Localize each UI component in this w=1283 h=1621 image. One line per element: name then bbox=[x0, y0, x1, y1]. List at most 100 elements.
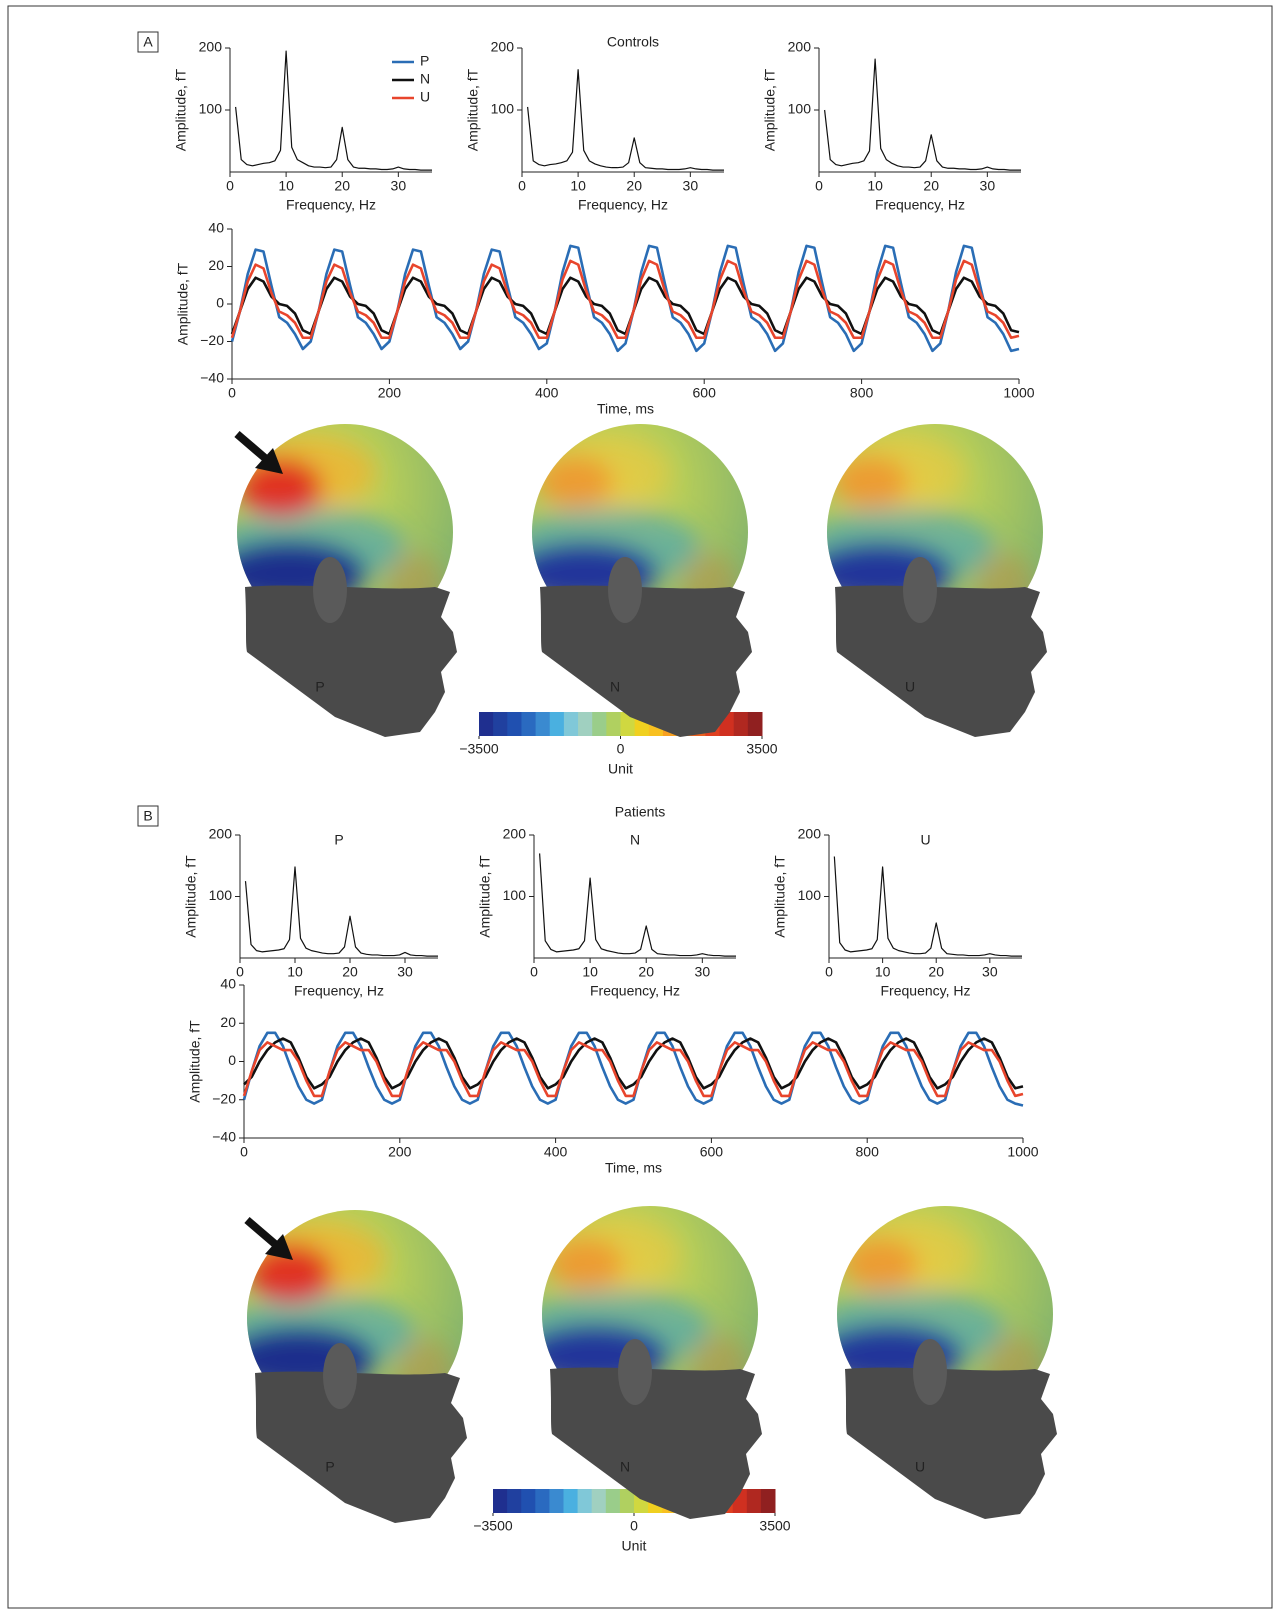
x-tick-label: 20 bbox=[923, 178, 939, 194]
head-map bbox=[510, 424, 752, 737]
x-tick-label: 1000 bbox=[1003, 385, 1034, 401]
x-tick-label: 1000 bbox=[1007, 1144, 1038, 1160]
x-tick-label: 0 bbox=[825, 964, 833, 980]
y-tick-label: 100 bbox=[209, 887, 233, 903]
color-step bbox=[760, 1489, 776, 1513]
x-tick-label: 10 bbox=[867, 178, 883, 194]
head-surface bbox=[520, 1206, 762, 1519]
head-surface bbox=[805, 424, 1047, 737]
x-tick-label: 30 bbox=[982, 964, 998, 980]
x-axis-label: Unit bbox=[608, 761, 633, 777]
x-tick-label: 800 bbox=[850, 385, 874, 401]
x-axis-label: Time, ms bbox=[597, 401, 654, 417]
head-surface bbox=[510, 424, 752, 737]
x-tick-label: 20 bbox=[334, 178, 350, 194]
head-label: P bbox=[325, 1459, 334, 1475]
head-surface bbox=[815, 1206, 1057, 1519]
x-tick-label: 3500 bbox=[746, 741, 777, 757]
x-tick-label: 0 bbox=[617, 741, 625, 757]
x-tick-label: 30 bbox=[391, 178, 407, 194]
x-tick-label: 20 bbox=[342, 964, 358, 980]
color-step bbox=[549, 1489, 564, 1513]
y-tick-label: 0 bbox=[216, 295, 224, 311]
frame bbox=[7, 5, 1273, 1609]
y-tick-label: 100 bbox=[798, 887, 822, 903]
y-tick-label: 20 bbox=[208, 257, 224, 273]
x-axis-label: Frequency, Hz bbox=[286, 197, 376, 213]
chart-title: P bbox=[334, 832, 343, 848]
panel-title: Controls bbox=[607, 34, 659, 50]
x-tick-label: 0 bbox=[240, 1144, 248, 1160]
y-axis-label: Amplitude, fT bbox=[465, 68, 481, 151]
x-axis-label: Time, ms bbox=[605, 1160, 662, 1176]
color-step bbox=[535, 1489, 550, 1513]
head-label: N bbox=[620, 1459, 630, 1475]
series-line bbox=[539, 853, 736, 957]
head-map bbox=[225, 1210, 467, 1523]
y-tick-label: 200 bbox=[199, 39, 223, 55]
x-tick-label: 0 bbox=[815, 178, 823, 194]
y-axis-label: Amplitude, fT bbox=[183, 855, 199, 938]
x-tick-label: 10 bbox=[875, 964, 891, 980]
x-tick-label: −3500 bbox=[473, 1518, 513, 1534]
y-tick-label: 100 bbox=[491, 101, 515, 117]
legend-label: U bbox=[420, 89, 430, 105]
x-tick-label: 30 bbox=[695, 964, 711, 980]
y-axis-label: Amplitude, fT bbox=[762, 68, 778, 151]
y-tick-label: −20 bbox=[200, 332, 224, 348]
color-step bbox=[606, 712, 621, 736]
x-axis-label: Frequency, Hz bbox=[875, 197, 965, 213]
y-tick-label: 200 bbox=[209, 826, 233, 842]
chart-title: U bbox=[920, 832, 930, 848]
y-tick-label: 100 bbox=[788, 101, 812, 117]
series-line bbox=[230, 244, 1020, 353]
y-axis-label: Amplitude, fT bbox=[187, 1020, 203, 1103]
x-tick-label: 0 bbox=[228, 385, 236, 401]
color-step bbox=[563, 1489, 579, 1513]
x-tick-label: −3500 bbox=[459, 741, 499, 757]
y-tick-label: −20 bbox=[212, 1090, 236, 1106]
chart-title: N bbox=[630, 832, 640, 848]
x-tick-label: 30 bbox=[397, 964, 413, 980]
series-line bbox=[235, 50, 432, 171]
head-map bbox=[815, 1206, 1057, 1519]
x-axis-label: Frequency, Hz bbox=[881, 983, 971, 999]
x-tick-label: 200 bbox=[388, 1144, 412, 1160]
color-step bbox=[619, 1489, 635, 1513]
series-line bbox=[243, 1037, 1024, 1090]
color-step bbox=[592, 712, 607, 736]
x-axis-label: Frequency, Hz bbox=[578, 197, 668, 213]
y-tick-label: 40 bbox=[220, 976, 236, 992]
color-step bbox=[746, 1489, 762, 1513]
color-step bbox=[507, 712, 522, 736]
y-tick-label: −40 bbox=[212, 1129, 236, 1145]
series-line bbox=[244, 866, 438, 957]
series-line bbox=[527, 69, 724, 171]
panel-title: Patients bbox=[615, 804, 666, 820]
x-tick-label: 30 bbox=[683, 178, 699, 194]
x-tick-label: 0 bbox=[530, 964, 538, 980]
x-axis-label: Frequency, Hz bbox=[294, 983, 384, 999]
y-tick-label: 200 bbox=[491, 39, 515, 55]
series-line bbox=[242, 1041, 1024, 1098]
color-step bbox=[620, 712, 636, 736]
x-tick-label: 10 bbox=[582, 964, 598, 980]
x-tick-label: 600 bbox=[693, 385, 717, 401]
x-tick-label: 20 bbox=[928, 964, 944, 980]
y-tick-label: 40 bbox=[208, 220, 224, 236]
x-tick-label: 200 bbox=[378, 385, 402, 401]
x-tick-label: 10 bbox=[287, 964, 303, 980]
color-step bbox=[591, 1489, 607, 1513]
color-step bbox=[493, 712, 508, 736]
head-label: N bbox=[610, 679, 620, 695]
x-tick-label: 800 bbox=[856, 1144, 880, 1160]
panel-label-box bbox=[137, 805, 159, 827]
x-tick-label: 0 bbox=[518, 178, 526, 194]
x-axis-label: Frequency, Hz bbox=[590, 983, 680, 999]
legend-label: P bbox=[420, 53, 429, 69]
x-tick-label: 400 bbox=[535, 385, 559, 401]
x-tick-label: 0 bbox=[226, 178, 234, 194]
color-step bbox=[578, 712, 593, 736]
head-label: U bbox=[905, 679, 915, 695]
